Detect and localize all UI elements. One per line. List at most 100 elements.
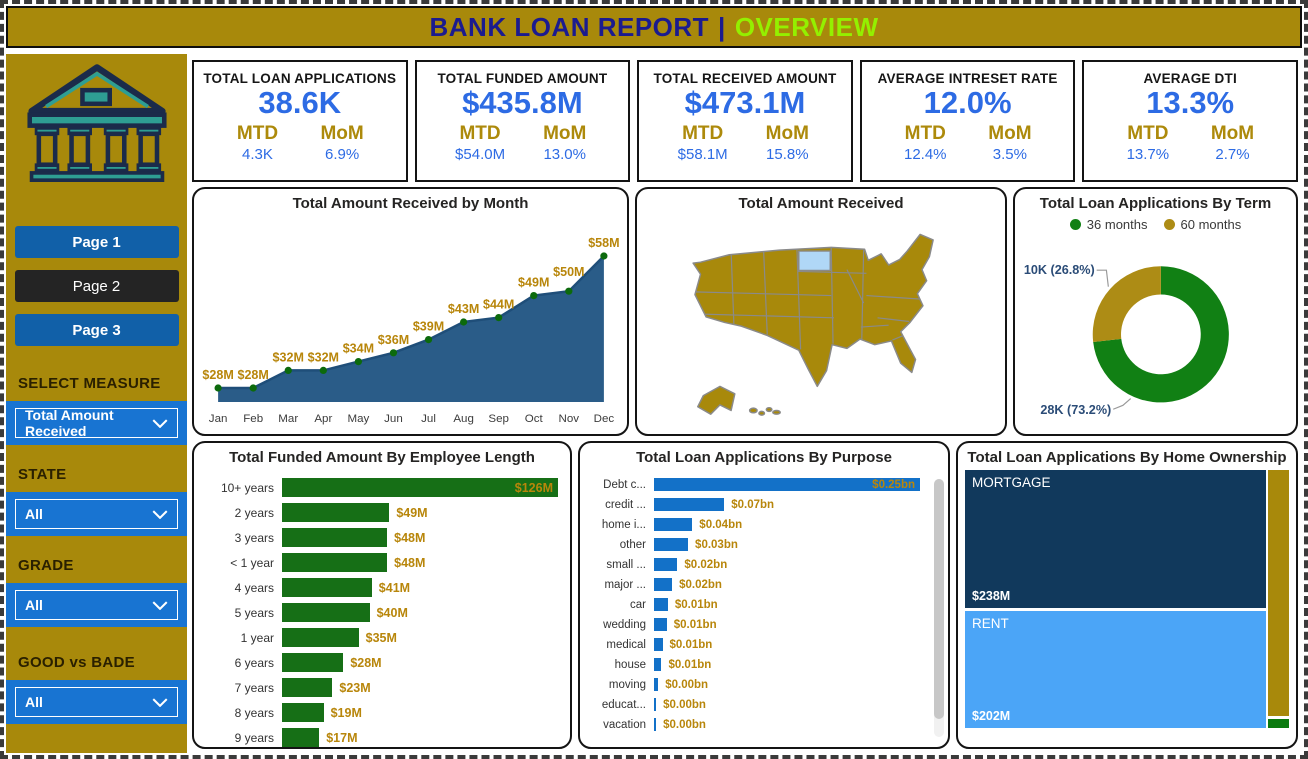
bar[interactable] bbox=[654, 618, 667, 631]
bar[interactable] bbox=[282, 528, 388, 547]
state-band: All bbox=[6, 492, 187, 536]
bar[interactable] bbox=[282, 578, 372, 597]
donut-svg[interactable]: 10K (26.8%) 28K (73.2%) bbox=[1015, 234, 1296, 425]
bar[interactable] bbox=[282, 678, 333, 697]
data-point[interactable] bbox=[459, 318, 468, 326]
bar-category: 8 years bbox=[234, 705, 274, 720]
data-point[interactable] bbox=[249, 384, 257, 392]
bar-value: $0.00bn bbox=[665, 678, 709, 691]
area-fill[interactable] bbox=[218, 256, 604, 402]
nav-page-1-button[interactable]: Page 1 bbox=[14, 226, 179, 258]
donut-slice[interactable] bbox=[1092, 266, 1161, 343]
kpi-card: TOTAL RECEIVED AMOUNT $473.1M MTD $58.1M MoM… bbox=[637, 60, 853, 182]
select-measure-dropdown[interactable]: Total Amount Received bbox=[15, 407, 178, 439]
area-chart-card[interactable]: Total Amount Received by Month $28M Jan $2… bbox=[192, 187, 629, 436]
bar[interactable] bbox=[282, 628, 359, 647]
nav-page-2-button[interactable]: Page 2 bbox=[14, 270, 179, 302]
bar-row: home i... $0.04bn bbox=[588, 518, 936, 531]
bar[interactable] bbox=[654, 518, 693, 531]
data-point[interactable] bbox=[319, 366, 327, 374]
data-point[interactable] bbox=[565, 287, 573, 295]
x-axis-label: Aug bbox=[453, 413, 474, 425]
bar[interactable] bbox=[654, 658, 662, 671]
data-point[interactable] bbox=[424, 336, 433, 344]
bar[interactable]: $0.25bn bbox=[654, 478, 920, 491]
data-label: $49M bbox=[518, 276, 549, 290]
kpi-period-column: MTD $58.1M bbox=[660, 123, 745, 163]
donut-callout: 28K (73.2%) bbox=[1040, 403, 1111, 417]
bar[interactable] bbox=[654, 718, 657, 731]
nav-page-3-button[interactable]: Page 3 bbox=[14, 314, 179, 346]
kpi-period-value: 13.0% bbox=[543, 145, 586, 163]
bar-value: $0.02bn bbox=[684, 558, 728, 571]
donut-chart-card[interactable]: Total Loan Applications By Term 36 month… bbox=[1013, 187, 1298, 436]
kpi-title: AVERAGE DTI bbox=[1143, 71, 1237, 86]
kpi-period-label: MoM bbox=[765, 122, 809, 144]
donut-slice[interactable] bbox=[1093, 266, 1229, 403]
bar[interactable] bbox=[654, 538, 689, 551]
grade-dropdown[interactable]: All bbox=[15, 590, 178, 620]
chevron-down-icon bbox=[152, 697, 168, 707]
map-card[interactable]: Total Amount Received bbox=[635, 187, 1007, 436]
purpose-chart-card[interactable]: Total Loan Applications By Purpose Debt … bbox=[578, 441, 950, 749]
legend-item[interactable]: 36 months bbox=[1069, 217, 1148, 232]
bar[interactable] bbox=[654, 498, 725, 511]
alaska[interactable] bbox=[697, 385, 736, 415]
hawaii[interactable] bbox=[748, 406, 781, 416]
bar[interactable] bbox=[654, 698, 657, 711]
bar[interactable] bbox=[282, 553, 388, 572]
bar-value: $19M bbox=[330, 705, 362, 720]
treemap-block-rent[interactable]: RENT $202M bbox=[965, 610, 1266, 728]
bar[interactable] bbox=[654, 578, 673, 591]
bar[interactable]: $126M bbox=[282, 478, 558, 497]
bar[interactable] bbox=[282, 703, 324, 722]
kpi-period-column: MoM 3.5% bbox=[968, 123, 1053, 163]
data-label: $36M bbox=[378, 333, 409, 347]
treemap-segment-green[interactable] bbox=[1268, 719, 1289, 728]
home-ownership-treemap-card[interactable]: Total Loan Applications By Home Ownershi… bbox=[956, 441, 1298, 749]
bar-value: $17M bbox=[326, 730, 358, 745]
kpi-title: TOTAL LOAN APPLICATIONS bbox=[203, 71, 397, 86]
employee-bars: 10+ years $126M 2 years $49M 3 years $48M < 1 … bbox=[194, 468, 570, 747]
treemap-segment-gold[interactable] bbox=[1268, 470, 1289, 716]
title-separator: | bbox=[718, 11, 726, 42]
data-point[interactable] bbox=[600, 252, 608, 260]
data-point[interactable] bbox=[530, 292, 538, 300]
bar-row: 2 years $49M bbox=[202, 503, 558, 522]
chart-title: Total Funded Amount By Employee Length bbox=[229, 449, 535, 466]
state-dropdown[interactable]: All bbox=[15, 499, 178, 529]
data-point[interactable] bbox=[284, 366, 292, 374]
legend-item[interactable]: 60 months bbox=[1163, 217, 1241, 232]
data-point[interactable] bbox=[495, 314, 503, 322]
data-label: $34M bbox=[343, 342, 374, 356]
treemap-block-mortgage[interactable]: MORTGAGE $238M bbox=[965, 470, 1266, 608]
highlighted-state[interactable] bbox=[798, 250, 832, 272]
area-chart-svg[interactable]: $28M Jan $28M Feb $32M Mar $32M Apr $34M May $36M J… bbox=[194, 214, 627, 430]
bar[interactable] bbox=[654, 558, 678, 571]
data-point[interactable] bbox=[354, 358, 363, 366]
sidebar: Page 1 Page 2 Page 3 SELECT MEASURE Tota… bbox=[6, 54, 187, 753]
bar[interactable] bbox=[282, 503, 390, 522]
bar[interactable] bbox=[282, 653, 344, 672]
bar[interactable] bbox=[654, 638, 663, 651]
kpi-period-value: 6.9% bbox=[325, 145, 360, 163]
kpi-period-row: MTD 4.3K MoM 6.9% bbox=[215, 123, 384, 163]
bar[interactable] bbox=[654, 678, 659, 691]
bar[interactable] bbox=[282, 603, 370, 622]
bar-track: $0.01bn bbox=[654, 638, 920, 651]
employee-length-chart-card[interactable]: Total Funded Amount By Employee Length 1… bbox=[192, 441, 572, 749]
scrollbar[interactable] bbox=[934, 479, 944, 737]
scrollbar-thumb[interactable] bbox=[934, 479, 944, 719]
us-map[interactable] bbox=[637, 214, 1005, 429]
bar-row: 3 years $48M bbox=[202, 528, 558, 547]
bar-category: 10+ years bbox=[220, 480, 274, 495]
good-vs-bad-dropdown[interactable]: All bbox=[15, 687, 178, 717]
data-point[interactable] bbox=[389, 349, 398, 357]
bar-track: $0.04bn bbox=[654, 518, 920, 531]
bar[interactable] bbox=[282, 728, 320, 747]
data-point[interactable] bbox=[214, 384, 222, 392]
us-mainland[interactable] bbox=[692, 233, 934, 388]
bar[interactable] bbox=[654, 598, 668, 611]
kpi-period-value: 4.3K bbox=[242, 145, 273, 163]
bar-value: $0.00bn bbox=[663, 718, 706, 731]
